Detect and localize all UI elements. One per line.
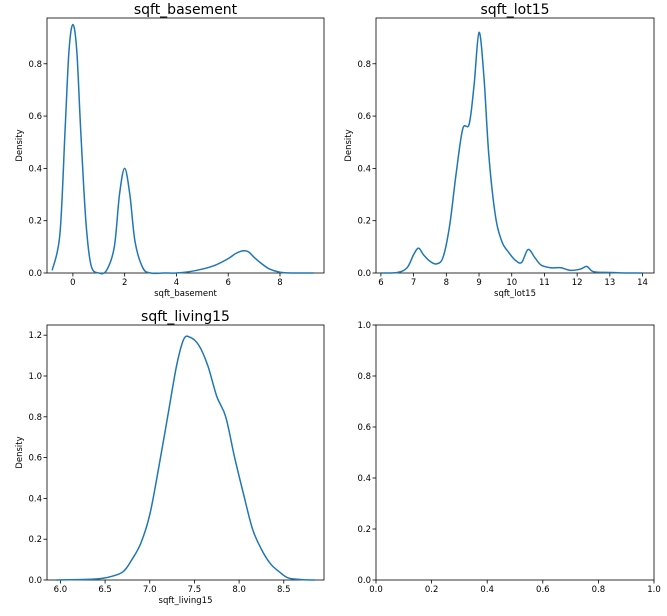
panel-1-y-tick-label: 0.6 [28, 112, 42, 122]
panel-2-x-axis-label: sqft_lot15 [494, 289, 536, 299]
panel-3-density-line [55, 335, 316, 581]
panel-4-y-tick-label: 0.8 [357, 372, 371, 382]
panel-2-x-tick-label: 14 [637, 278, 648, 288]
panel-3-x-axis-label: sqft_living15 [159, 596, 213, 606]
panel-2-y-axis-label: Density [344, 129, 354, 161]
panel-2-x-tick-label: 10 [506, 278, 517, 288]
panel-3-x-tick-label: 8.5 [277, 585, 291, 595]
panel-4-x-tick-label: 0.2 [425, 585, 439, 595]
panel-2-x-tick-label: 6 [378, 278, 383, 288]
panel-3-y-tick-label: 0.0 [28, 576, 42, 586]
panel-1-density-line [51, 23, 314, 275]
panel-2-x-tick-label: 7 [411, 278, 416, 288]
panel-4-y-tick-label: 0.0 [357, 576, 371, 586]
panel-3-y-tick-label: 1.2 [28, 331, 42, 341]
panel-1-x-axis-label: sqft_basement [154, 289, 217, 299]
panel-1-y-axis-label: Density [15, 129, 25, 161]
panel-3-x-tick-label: 6.0 [54, 585, 68, 595]
panel-2-x-tick-label: 11 [539, 278, 550, 288]
panel-4-y-tick-label: 1.0 [357, 321, 371, 331]
panel-2-axes-frame [375, 17, 655, 274]
panel-4-x-tick-label: 0.4 [480, 585, 494, 595]
panel-3-x-tick-label: 7.5 [188, 585, 202, 595]
panel-1-y-tick-label: 0.0 [28, 269, 42, 279]
panel-2-y-tick-label: 0.2 [357, 217, 371, 227]
panel-4-axes-frame [375, 324, 655, 581]
panel-2-y-tick-label: 0.4 [357, 164, 371, 174]
panel-2-density-line [380, 31, 643, 274]
panel-1-x-tick-label: 2 [122, 278, 127, 288]
panel-1-y-tick-label: 0.4 [28, 164, 42, 174]
panel-3-x-tick-label: 6.5 [98, 585, 112, 595]
panel-4-y-tick-label: 0.4 [357, 474, 371, 484]
panel-1-x-tick-label: 4 [174, 278, 179, 288]
panel-2-y-tick-label: 0.8 [357, 60, 371, 70]
panel-4-x-tick-label: 0.6 [536, 585, 550, 595]
panel-1-x-tick-label: 0 [70, 278, 75, 288]
panel-3-x-tick-label: 8.0 [232, 585, 246, 595]
panel-4-y-tick-label: 0.2 [357, 525, 371, 535]
panel-4-x-tick-label: 0.8 [592, 585, 606, 595]
panel-2-title: sqft_lot15 [480, 2, 549, 18]
panel-3-axes-frame [46, 324, 325, 581]
panel-3-y-tick-label: 0.8 [28, 413, 42, 423]
panel-2-y-tick-label: 0.6 [357, 112, 371, 122]
panel-1-x-tick-label: 6 [226, 278, 231, 288]
panel-4-y-tick-label: 0.6 [357, 423, 371, 433]
panel-4-x-tick-label: 0.0 [369, 585, 383, 595]
panel-2-x-tick-label: 13 [604, 278, 615, 288]
panel-3-y-tick-label: 0.4 [28, 494, 42, 504]
panel-3-y-axis-label: Density [15, 436, 25, 468]
panel-2-y-tick-label: 0.0 [357, 269, 371, 279]
panel-2-x-tick-label: 8 [444, 278, 449, 288]
panel-2-x-tick-label: 9 [476, 278, 481, 288]
panel-2-x-tick-label: 12 [572, 278, 583, 288]
panel-1-x-tick-label: 8 [277, 278, 282, 288]
panel-3-y-tick-label: 0.6 [28, 454, 42, 464]
panel-1-y-tick-label: 0.8 [28, 60, 42, 70]
panel-3-y-tick-label: 0.2 [28, 535, 42, 545]
panel-3-x-tick-label: 7.0 [143, 585, 157, 595]
panel-1-axes-frame [46, 17, 325, 274]
panel-3-y-tick-label: 1.0 [28, 372, 42, 382]
panel-1-title: sqft_basement [134, 2, 238, 18]
panel-4-x-tick-label: 1.0 [647, 585, 661, 595]
panel-3-title: sqft_living15 [141, 309, 230, 325]
panel-1-y-tick-label: 0.2 [28, 217, 42, 227]
